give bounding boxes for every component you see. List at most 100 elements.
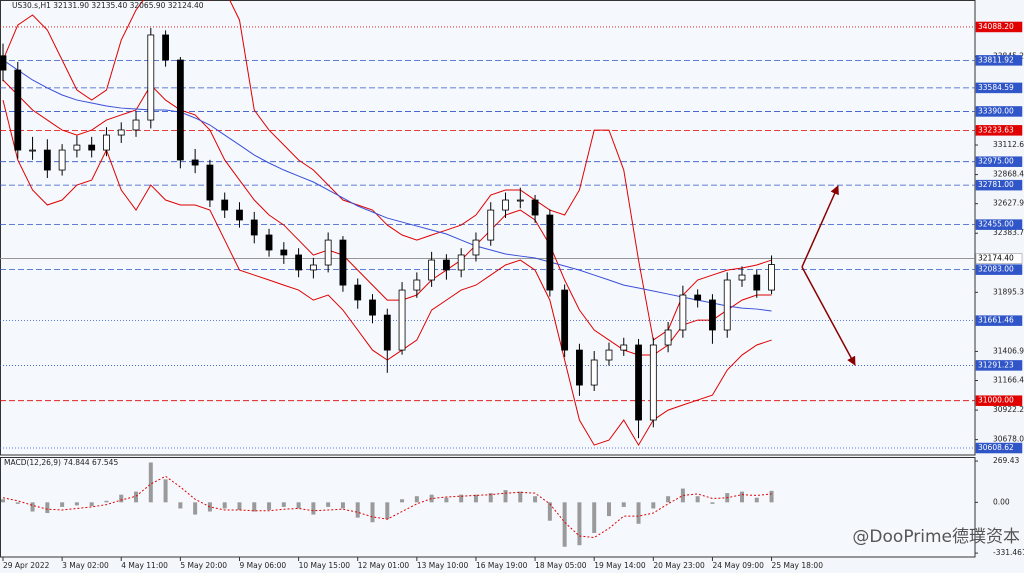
macd-bar <box>400 499 405 503</box>
macd-bar <box>163 479 168 503</box>
candle-body <box>88 144 96 151</box>
macd-bar <box>311 502 316 515</box>
candle-body <box>354 284 362 301</box>
macd-bar <box>355 502 360 518</box>
level-label: 33811.92 <box>978 55 1014 64</box>
level-box <box>975 21 1023 33</box>
y-tick-label: 33112.60 <box>993 140 1024 149</box>
chart-title: US30.s,H1 32131.90 32135.40 32065.90 321… <box>12 1 204 10</box>
macd-bar <box>207 502 212 512</box>
y-tick-label: 32868.40 <box>993 170 1024 179</box>
candle-body <box>753 274 761 291</box>
signal-line <box>2 475 772 539</box>
candle-body <box>487 209 495 241</box>
macd-bar <box>326 502 331 507</box>
macd-bar <box>296 502 301 509</box>
y-tick-label: 32627.90 <box>993 199 1024 208</box>
candle-body <box>43 149 51 171</box>
macd-bar <box>1 499 5 503</box>
level-box <box>975 106 1023 117</box>
level-label: 31661.46 <box>978 316 1014 325</box>
candle-body <box>605 349 613 361</box>
level-box <box>975 253 1023 264</box>
macd-bar <box>385 502 390 520</box>
candle-body <box>428 259 436 281</box>
candle-body <box>531 199 539 216</box>
level-box <box>975 82 1023 94</box>
macd-bar <box>651 502 656 509</box>
candle-body <box>29 149 36 152</box>
macd-bar <box>267 502 272 510</box>
candle-body <box>206 164 214 201</box>
y-tick-label: 30678.00 <box>993 435 1024 444</box>
candle-body <box>502 199 509 211</box>
macd-bar <box>636 502 641 524</box>
macd-bar <box>577 502 582 546</box>
y-tick-label: 31895.30 <box>993 287 1024 296</box>
level-label: 32455.00 <box>978 220 1014 229</box>
candle-body <box>147 34 155 121</box>
candle-body <box>265 234 273 251</box>
y-tick-label: 31406.90 <box>993 346 1024 355</box>
indicator-line <box>2 59 772 312</box>
macd-bar <box>15 502 20 504</box>
y-tick-label: 0.00 <box>993 497 1010 506</box>
candle-body <box>516 199 524 202</box>
level-box <box>975 395 1023 406</box>
macd-bar <box>45 502 50 514</box>
candle-body <box>14 69 22 151</box>
level-box <box>975 55 1023 66</box>
macd-bar <box>89 502 94 507</box>
macd-bar <box>148 462 153 503</box>
x-tick-label: 24 May 09:00 <box>712 561 764 570</box>
y-tick-label: 31166.40 <box>993 376 1024 385</box>
candle-body <box>738 274 746 281</box>
candle-body <box>546 214 554 291</box>
x-tick-label: 12 May 01:00 <box>358 561 410 570</box>
candle-body <box>442 259 450 271</box>
level-label: 33233.63 <box>978 125 1014 134</box>
candle-body <box>723 279 731 331</box>
macd-bar <box>340 502 345 509</box>
macd-bar <box>370 502 375 523</box>
macd-bar <box>459 494 464 503</box>
y-tick-label: 269.43 <box>993 456 1019 465</box>
level-box <box>975 156 1023 167</box>
y-tick-label: -331.461 <box>993 548 1024 557</box>
level-label: 32781.00 <box>978 180 1014 189</box>
x-tick-label: 20 May 23:00 <box>653 561 705 570</box>
indicator-line <box>2 79 772 356</box>
x-tick-label: 16 May 19:00 <box>476 561 528 570</box>
macd-bar <box>134 491 139 503</box>
x-tick-label: 19 May 14:00 <box>594 561 646 570</box>
macd-bar <box>74 502 79 506</box>
macd-bar <box>503 490 508 503</box>
macd-bar <box>473 494 478 503</box>
candle-body <box>250 219 258 236</box>
x-tick-label: 13 May 10:00 <box>417 561 469 570</box>
level-box <box>975 442 1023 454</box>
macd-bar <box>488 493 493 503</box>
candle-body <box>117 129 125 136</box>
macd-bar <box>281 502 286 507</box>
macd-bar <box>533 496 538 503</box>
macd-bar <box>119 494 124 503</box>
candle-body <box>590 359 598 386</box>
candle-body <box>73 144 81 151</box>
level-label: 34088.20 <box>978 22 1014 31</box>
x-tick-label: 18 May 05:00 <box>535 561 587 570</box>
y-tick-label: 30922.20 <box>993 405 1024 414</box>
candle-body <box>339 239 347 286</box>
arrow-down <box>801 266 856 366</box>
x-tick-label: 3 May 02:00 <box>62 561 109 570</box>
x-tick-label: 25 May 18:00 <box>772 561 824 570</box>
macd-panel <box>0 457 976 558</box>
y-tick-label: 32383.70 <box>993 228 1024 237</box>
macd-bar <box>178 502 183 509</box>
macd-bar <box>429 494 434 503</box>
level-label: 30608.62 <box>978 443 1014 452</box>
macd-bar <box>104 500 109 503</box>
level-box <box>975 125 1023 136</box>
candle-body <box>58 149 66 171</box>
